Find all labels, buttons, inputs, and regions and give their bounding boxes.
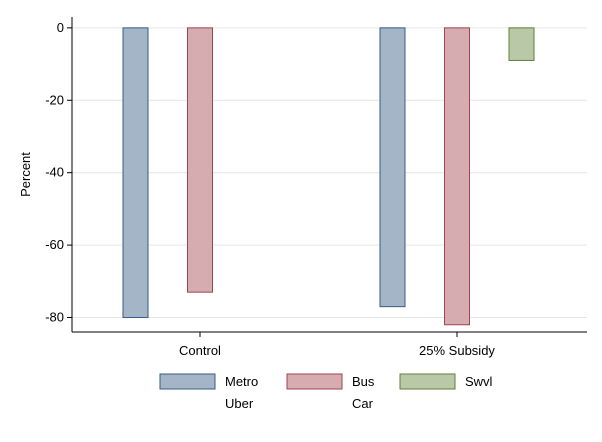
y-tick-label: -20: [45, 92, 64, 107]
bar-metro-0: [122, 27, 149, 319]
bar-swvl-1: [508, 27, 535, 61]
x-category-label: Control: [179, 343, 221, 358]
axes: 0 -20 -40 -60 -80 Percent Control 25% Subsidy: [18, 17, 587, 358]
y-tick-label: 0: [57, 20, 64, 35]
legend: Metro Bus Swvl Uber Car: [159, 373, 493, 411]
legend-label-bus: Bus: [352, 374, 375, 389]
bar-bus-0: [187, 27, 213, 293]
y-tick-label: -40: [45, 165, 64, 180]
bar-metro-1: [379, 27, 406, 308]
y-axis-title: Percent: [18, 152, 33, 197]
legend-swatch-metro: [159, 373, 216, 390]
legend-label-secondary: Uber: [225, 396, 254, 411]
gridlines: [72, 27, 587, 319]
legend-label-metro: Metro: [225, 374, 258, 389]
y-tick-label: -60: [45, 237, 64, 252]
legend-swatch-bus: [286, 373, 343, 390]
legend-label-secondary: Car: [352, 396, 374, 411]
legend-swatch-swvl: [399, 373, 456, 390]
bars: [122, 27, 535, 326]
x-category-label: 25% Subsidy: [419, 343, 495, 358]
legend-label-swvl: Swvl: [465, 374, 493, 389]
y-tick-label: -80: [45, 310, 64, 325]
bar-bus-1: [444, 27, 470, 326]
